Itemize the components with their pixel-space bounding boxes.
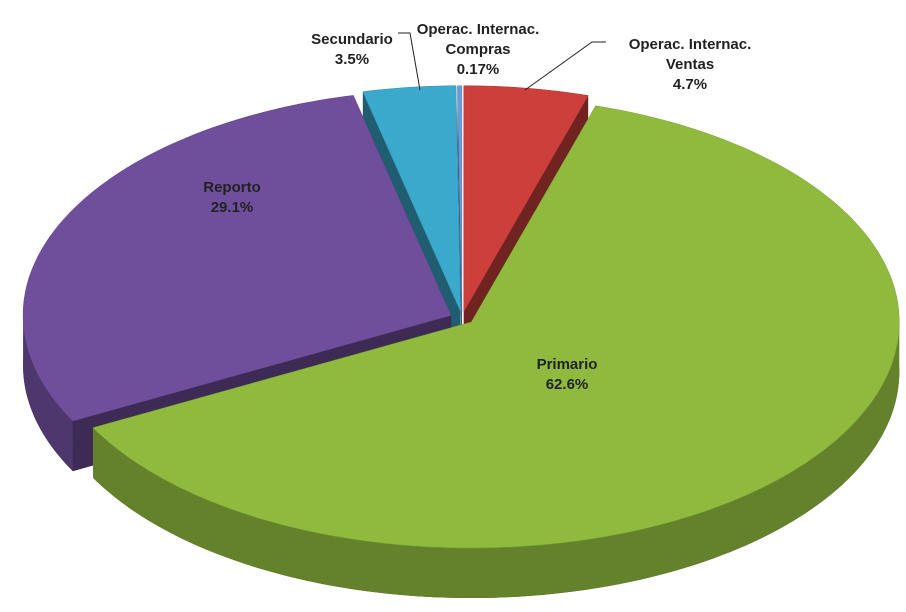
slices [22,85,900,599]
category-label: Primario [536,356,598,373]
category-label: Operac. Internac. Compras [416,21,540,58]
slice [463,85,589,313]
data-label: Operac. Internac. Ventas 4.7% [615,35,765,95]
value-label: 3.5% [334,51,370,68]
value-label: 29.1% [210,199,254,216]
data-label: Primario 62.6% [492,355,642,395]
category-label: Secundario [311,31,393,48]
data-label: Operac. Internac. Compras 0.17% [403,20,553,80]
value-label: 62.6% [545,376,589,393]
leader-line [524,41,606,91]
slice [22,95,452,422]
value-label: 0.17% [456,61,500,78]
slice [92,105,900,549]
category-label: Operac. Internac. Ventas [628,36,752,73]
leader-line [398,32,421,91]
slice-wall [23,315,73,472]
category-label: Reporto [203,179,261,196]
slice [457,85,463,312]
value-label: 4.7% [672,76,708,93]
data-label: Reporto 29.1% [157,178,307,218]
slice [362,85,461,312]
data-label: Secundario 3.5% [277,30,427,70]
slice-wall [93,322,900,598]
